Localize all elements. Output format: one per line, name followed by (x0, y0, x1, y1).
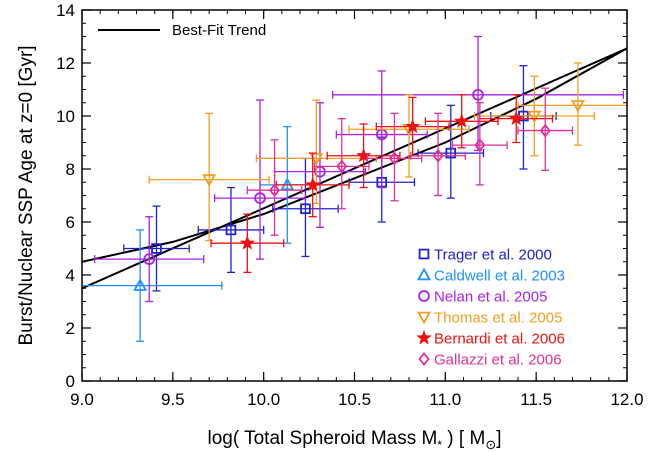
legend-marker (416, 311, 432, 325)
data-point (405, 118, 421, 134)
legend-item: Nelan et al. 2005 (418, 289, 547, 306)
data-point (300, 203, 311, 215)
data-point (570, 100, 585, 113)
x-tick-label: 9.5 (161, 390, 185, 409)
x-tick-label: 10.0 (247, 390, 280, 409)
y-tick-label: 10 (56, 107, 75, 126)
data-point (239, 235, 256, 250)
y-tick-label: 8 (66, 160, 75, 179)
data-point (508, 110, 524, 126)
legend-marker (418, 352, 430, 366)
y-tick-label: 4 (66, 266, 75, 285)
data-series (82, 35, 627, 342)
data-point (336, 159, 348, 174)
data-point (432, 148, 444, 163)
data-point (304, 176, 321, 192)
x-tick-label: 11.5 (520, 390, 552, 409)
legend-item: Thomas et al. 2005 (416, 310, 562, 327)
y-tick-label: 6 (66, 213, 75, 232)
legend-trend: Best-Fit Trend (98, 22, 266, 39)
x-tick-label: 9.0 (70, 390, 94, 409)
data-point (309, 153, 324, 166)
data-point (388, 151, 401, 166)
data-point (254, 192, 266, 204)
x-tick-label: 10.5 (338, 390, 371, 409)
series-triangle-down (148, 62, 627, 242)
series-star (210, 94, 554, 274)
legend-label: Gallazzi et al. 2006 (434, 352, 562, 369)
legend-item: Trager et al. 2000 (418, 247, 552, 264)
legend-marker (418, 290, 430, 302)
x-axis-label: log( Total Spheroid Mass M* ) [ M⊙] (207, 428, 501, 452)
data-point (202, 174, 217, 187)
data-point (269, 183, 281, 198)
data-point (151, 243, 162, 254)
axis-ticks (81, 9, 628, 382)
legend-label: Thomas et al. 2005 (434, 310, 562, 327)
data-point (474, 138, 486, 153)
tick-labels: 9.0 9.5 10.0 10.5 11.0 11.5 12.0 0 2 4 6 8 10 12 14 (56, 1, 643, 409)
data-point (472, 88, 484, 101)
y-tick-label: 14 (56, 1, 75, 20)
data-point (527, 110, 542, 124)
x-tick-label: 11.0 (429, 390, 461, 409)
legend-item: Caldwell et al. 2003 (416, 267, 565, 285)
y-axis-label: Burst/Nuclear SSP Age at z=0 [Gyr] (16, 45, 37, 345)
y-tick-label: 0 (66, 372, 75, 391)
data-point (445, 147, 457, 159)
data-point (143, 253, 156, 265)
legend-label: Nelan et al. 2005 (434, 289, 547, 306)
data-point (453, 113, 470, 128)
legend-marker (416, 267, 432, 281)
data-point (539, 123, 551, 138)
legend-marker (416, 329, 432, 345)
legend-item: Bernardi et al. 2006 (416, 329, 565, 348)
data-point (225, 224, 237, 236)
legend-marker (418, 248, 430, 260)
series-diamond (246, 87, 574, 236)
legend-label: Bernardi et al. 2006 (434, 331, 565, 348)
series-circle (94, 35, 625, 303)
legend-item: Gallazzi et al. 2006 (418, 352, 562, 369)
trend-line (82, 47, 627, 263)
data-point (355, 147, 372, 163)
y-tick-label: 2 (66, 319, 75, 338)
legend-trend-label: Best-Fit Trend (172, 22, 266, 39)
y-tick-label: 12 (56, 54, 75, 73)
legend-label: Caldwell et al. 2003 (434, 268, 565, 285)
x-tick-label: 12.0 (610, 390, 643, 409)
legend: Trager et al. 2000 Caldwell et al. 2003 Ne… (416, 247, 565, 369)
data-point (133, 278, 148, 291)
legend-label: Trager et al. 2000 (434, 247, 552, 264)
